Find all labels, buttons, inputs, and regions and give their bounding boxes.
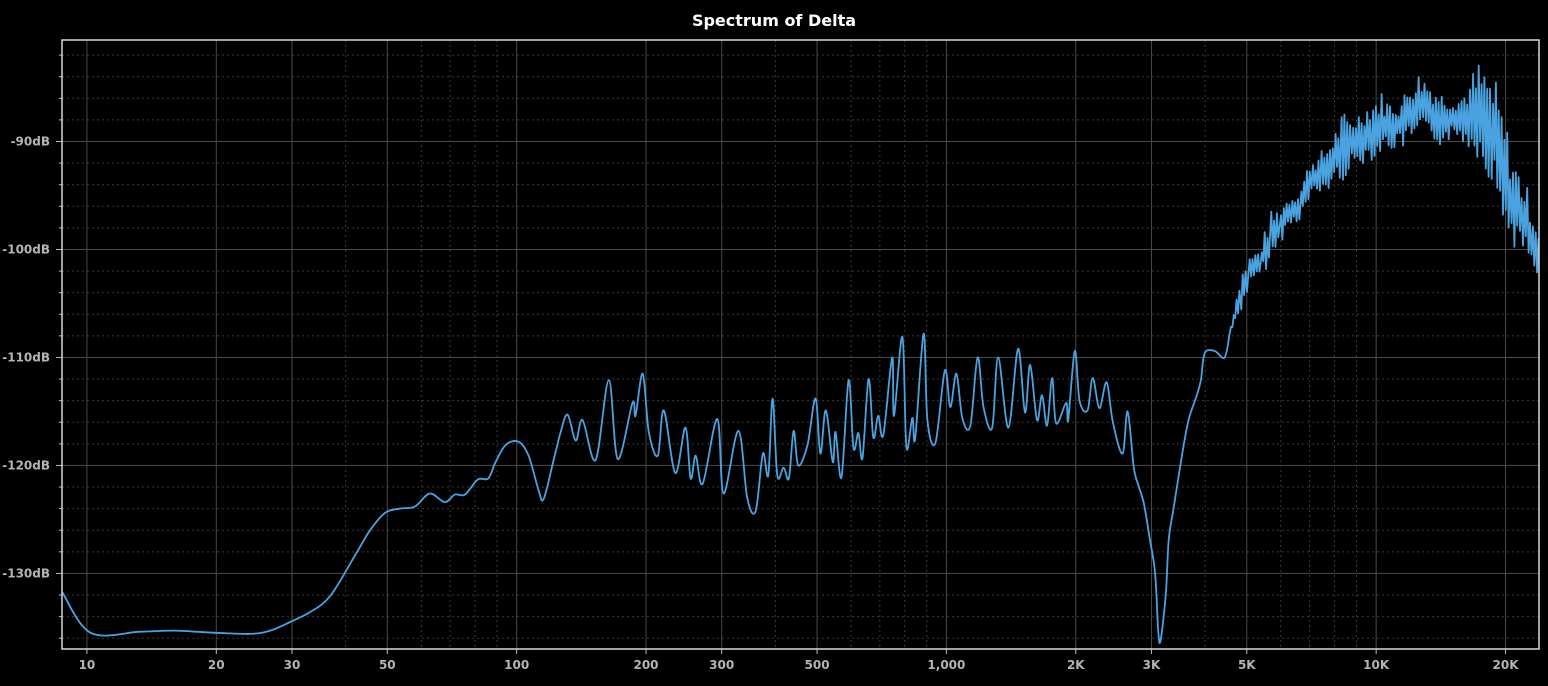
x-tick-label: 500 — [805, 658, 830, 672]
x-tick-label: 1,000 — [927, 658, 965, 672]
x-tick-label: 10 — [79, 658, 96, 672]
plot-lines — [61, 64, 1540, 644]
y-tick-label: -130dB — [2, 566, 50, 580]
y-tick-label: -110dB — [2, 350, 50, 364]
axis-ticks: 10 20 30 50 100 200 300 500 1,000 2K 3K 5K 10K 20K -90… — [2, 54, 1520, 672]
series-line-delta — [61, 64, 1540, 644]
plot-frame — [61, 39, 1540, 650]
x-tick-label: 2K — [1067, 658, 1085, 672]
x-tick-label: 5K — [1238, 658, 1256, 672]
chart-title: Spectrum of Delta — [691, 11, 857, 30]
x-tick-label: 20 — [208, 658, 225, 672]
x-tick-label: 30 — [284, 658, 301, 672]
x-tick-label: 20K — [1493, 658, 1520, 672]
y-tick-label: -90dB — [11, 135, 50, 149]
y-tick-label: -100dB — [2, 242, 50, 256]
x-tick-label: 100 — [504, 658, 529, 672]
x-tick-label: 300 — [709, 658, 734, 672]
y-tick-label: -120dB — [2, 458, 50, 472]
x-tick-label: 3K — [1143, 658, 1161, 672]
x-tick-label: 50 — [379, 658, 396, 672]
x-tick-label: 10K — [1363, 658, 1390, 672]
x-tick-label: 200 — [633, 658, 658, 672]
grid — [62, 40, 1539, 649]
